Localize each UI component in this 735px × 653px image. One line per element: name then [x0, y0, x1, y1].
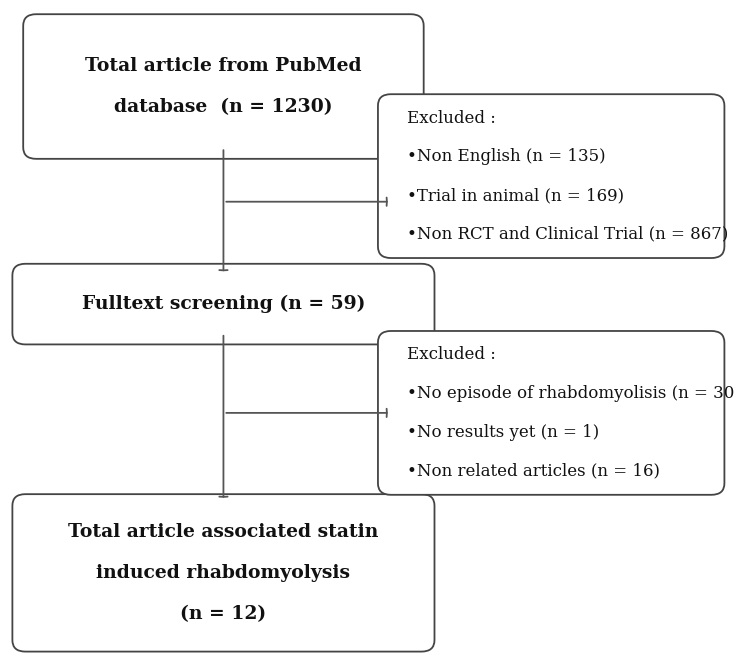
FancyBboxPatch shape [24, 14, 423, 159]
Text: •Non English (n = 135): •Non English (n = 135) [406, 148, 606, 165]
FancyBboxPatch shape [378, 331, 725, 495]
FancyBboxPatch shape [12, 494, 434, 652]
Text: (n = 12): (n = 12) [180, 605, 267, 623]
FancyBboxPatch shape [378, 94, 725, 258]
Text: Total article associated statin: Total article associated statin [68, 522, 379, 541]
Text: Excluded :: Excluded : [406, 110, 495, 127]
Text: database  (n = 1230): database (n = 1230) [114, 98, 333, 116]
Text: Excluded :: Excluded : [406, 346, 495, 364]
Text: •Non related articles (n = 16): •Non related articles (n = 16) [406, 462, 660, 479]
Text: •No results yet (n = 1): •No results yet (n = 1) [406, 424, 599, 441]
Text: •Non RCT and Clinical Trial (n = 867): •Non RCT and Clinical Trial (n = 867) [406, 225, 728, 243]
Text: •No episode of rhabdomyolisis (n = 30): •No episode of rhabdomyolisis (n = 30) [406, 385, 735, 402]
Text: Total article from PubMed: Total article from PubMed [85, 57, 362, 75]
Text: induced rhabdomyolysis: induced rhabdomyolysis [96, 564, 351, 582]
Text: •Trial in animal (n = 169): •Trial in animal (n = 169) [406, 187, 624, 204]
Text: Fulltext screening (n = 59): Fulltext screening (n = 59) [82, 295, 365, 313]
FancyBboxPatch shape [12, 264, 434, 344]
